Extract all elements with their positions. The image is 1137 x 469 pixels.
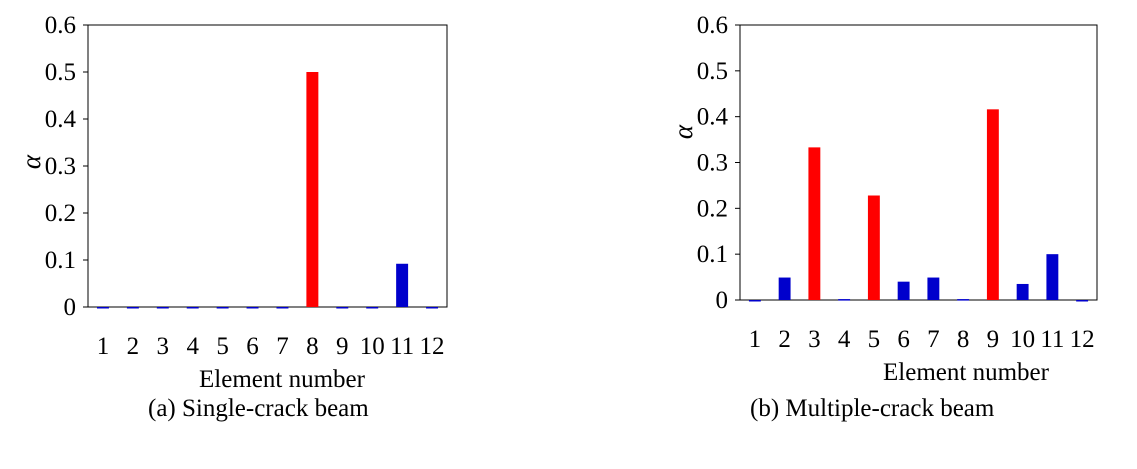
chart-b-bar-8 bbox=[957, 299, 970, 301]
chart-b-xtick-label-11: 11 bbox=[1040, 326, 1064, 353]
chart-a-ytick-label-0: 0 bbox=[64, 294, 77, 321]
chart-a-bar-6 bbox=[246, 307, 259, 309]
chart-b-xtick-label-2: 2 bbox=[778, 326, 791, 353]
chart-b-xtick-label-8: 8 bbox=[957, 326, 970, 353]
chart-b-bar-4 bbox=[838, 299, 851, 301]
chart-b-bar-10 bbox=[1016, 283, 1029, 300]
chart-a-bar-10 bbox=[366, 307, 379, 309]
chart-a-frame bbox=[87, 24, 448, 308]
chart-b-xtick-label-10: 10 bbox=[1010, 326, 1035, 353]
chart-b-xtick-label-3: 3 bbox=[808, 326, 821, 353]
chart-a-bar-8 bbox=[306, 72, 319, 307]
chart-a-bar-5 bbox=[216, 307, 229, 309]
chart-a-ytick-label-1: 0.1 bbox=[45, 247, 76, 274]
chart-a-xtick-label-5: 5 bbox=[216, 333, 229, 360]
chart-a-bar-3 bbox=[156, 307, 169, 309]
chart-b-ytick-label-6: 0.6 bbox=[697, 12, 728, 39]
chart-a-xtick-label-12: 12 bbox=[420, 333, 445, 360]
chart-a-xtick-label-2: 2 bbox=[127, 333, 140, 360]
chart-b-xtick-label-5: 5 bbox=[868, 326, 881, 353]
chart-a-bar-1 bbox=[96, 307, 109, 309]
chart-b-ytick-label-0: 0 bbox=[716, 287, 729, 314]
chart-b-bar-9 bbox=[986, 109, 999, 300]
chart-b-xlabel: Element number bbox=[883, 359, 1050, 386]
chart-a-xlabel: Element number bbox=[199, 366, 366, 393]
chart-a-ytick-label-3: 0.3 bbox=[45, 153, 76, 180]
chart-b-xtick-label-7: 7 bbox=[927, 326, 940, 353]
chart-b-xtick-label-4: 4 bbox=[838, 326, 851, 353]
chart-b-bar-6 bbox=[897, 281, 910, 300]
chart-a-ytick-label-2: 0.2 bbox=[45, 200, 76, 227]
chart-b-xtick-label-6: 6 bbox=[897, 326, 910, 353]
chart-b-bar-2 bbox=[778, 277, 791, 300]
chart-b-bar-1 bbox=[748, 300, 761, 302]
chart-a-ytick-label-6: 0.6 bbox=[45, 12, 76, 39]
chart-a-xtick-label-6: 6 bbox=[246, 333, 259, 360]
chart-a-xtick-label-7: 7 bbox=[276, 333, 289, 360]
chart-b-bar-12 bbox=[1076, 300, 1089, 302]
chart-b-xtick-label-9: 9 bbox=[987, 326, 1000, 353]
chart-a-xtick-label-10: 10 bbox=[360, 333, 385, 360]
chart-a-bar-4 bbox=[186, 307, 199, 309]
chart-a-xtick-label-8: 8 bbox=[306, 333, 319, 360]
chart-b-ytick-label-3: 0.3 bbox=[697, 150, 728, 177]
chart-b-ylabel: α bbox=[668, 124, 698, 139]
chart-a-bar-7 bbox=[276, 307, 289, 309]
chart-b-bar-11 bbox=[1046, 254, 1059, 300]
chart-a-bar-2 bbox=[126, 307, 139, 309]
chart-a-xtick-label-4: 4 bbox=[186, 333, 199, 360]
chart-b-ytick-label-4: 0.4 bbox=[697, 104, 729, 131]
chart-b-bar-5 bbox=[867, 195, 880, 300]
chart-a-xtick-label-9: 9 bbox=[336, 333, 349, 360]
chart-b-xtick-label-1: 1 bbox=[749, 326, 762, 353]
chart-b-frame bbox=[739, 24, 1098, 301]
chart-b-bar-7 bbox=[927, 277, 940, 300]
chart-b-ytick-label-5: 0.5 bbox=[697, 58, 728, 85]
chart-a-ylabel: α bbox=[16, 154, 46, 169]
chart-b-ytick-label-2: 0.2 bbox=[697, 195, 728, 222]
chart-a-xtick-label-1: 1 bbox=[97, 333, 110, 360]
chart-b-xtick-label-12: 12 bbox=[1070, 326, 1095, 353]
chart-a-ytick-label-4: 0.4 bbox=[45, 106, 77, 133]
caption-single-crack: (a) Single-crack beam bbox=[148, 395, 369, 422]
chart-a-bar-11 bbox=[396, 263, 409, 307]
chart-a-ytick-label-5: 0.5 bbox=[45, 59, 76, 86]
chart-a-bar-12 bbox=[426, 307, 439, 309]
chart-a-bar-9 bbox=[336, 307, 349, 309]
chart-b-ytick-label-1: 0.1 bbox=[697, 241, 728, 268]
chart-a-xtick-label-3: 3 bbox=[157, 333, 170, 360]
chart-b-bar-3 bbox=[808, 147, 821, 300]
caption-multiple-crack: (b) Multiple-crack beam bbox=[750, 395, 995, 422]
chart-a-xtick-label-11: 11 bbox=[390, 333, 414, 360]
